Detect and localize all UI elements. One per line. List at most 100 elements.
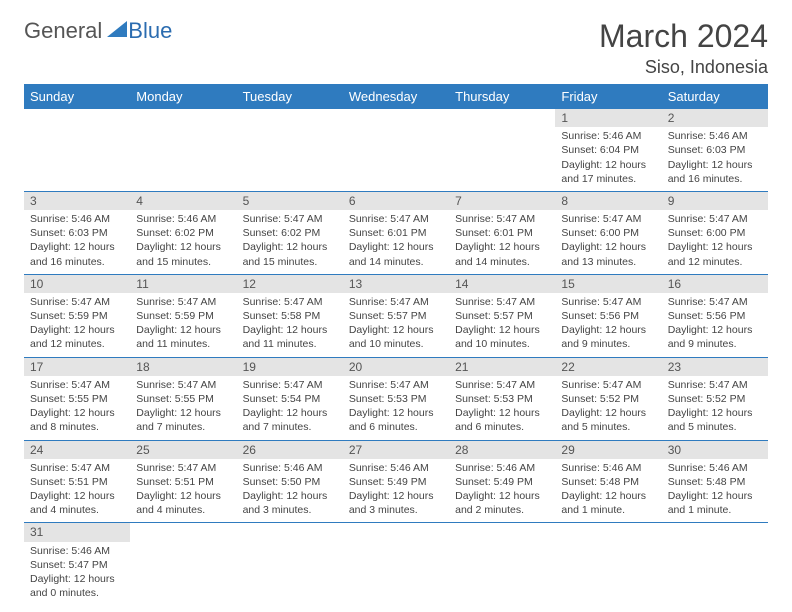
day-sunrise: Sunrise: 5:46 AM <box>136 212 230 226</box>
day-number: 6 <box>343 192 449 210</box>
day-sunrise: Sunrise: 5:46 AM <box>668 461 762 475</box>
day-daylight: Daylight: 12 hours and 13 minutes. <box>561 240 655 268</box>
weekday-header: Saturday <box>662 84 768 109</box>
day-daylight: Daylight: 12 hours and 0 minutes. <box>30 572 124 600</box>
calendar-day-empty <box>555 523 661 605</box>
day-sunrise: Sunrise: 5:47 AM <box>668 295 762 309</box>
day-sunset: Sunset: 6:01 PM <box>349 226 443 240</box>
day-number: 13 <box>343 275 449 293</box>
day-sunrise: Sunrise: 5:47 AM <box>136 461 230 475</box>
day-number: 11 <box>130 275 236 293</box>
day-sunset: Sunset: 6:00 PM <box>668 226 762 240</box>
calendar-day-empty <box>130 523 236 605</box>
day-sunset: Sunset: 5:59 PM <box>136 309 230 323</box>
calendar-day: 19Sunrise: 5:47 AMSunset: 5:54 PMDayligh… <box>237 357 343 440</box>
header: General Blue March 2024 Siso, Indonesia <box>24 18 768 78</box>
day-sunset: Sunset: 5:50 PM <box>243 475 337 489</box>
calendar-day: 4Sunrise: 5:46 AMSunset: 6:02 PMDaylight… <box>130 191 236 274</box>
brand-blue: Blue <box>128 18 172 44</box>
day-sunrise: Sunrise: 5:46 AM <box>668 129 762 143</box>
day-number: 15 <box>555 275 661 293</box>
day-daylight: Daylight: 12 hours and 11 minutes. <box>136 323 230 351</box>
calendar-day-empty <box>343 523 449 605</box>
calendar-day: 3Sunrise: 5:46 AMSunset: 6:03 PMDaylight… <box>24 191 130 274</box>
day-daylight: Daylight: 12 hours and 15 minutes. <box>243 240 337 268</box>
day-number: 12 <box>237 275 343 293</box>
calendar-day: 1Sunrise: 5:46 AMSunset: 6:04 PMDaylight… <box>555 109 661 191</box>
calendar-week: 17Sunrise: 5:47 AMSunset: 5:55 PMDayligh… <box>24 357 768 440</box>
day-daylight: Daylight: 12 hours and 16 minutes. <box>668 158 762 186</box>
day-sunset: Sunset: 5:47 PM <box>30 558 124 572</box>
day-daylight: Daylight: 12 hours and 10 minutes. <box>349 323 443 351</box>
calendar-day: 31Sunrise: 5:46 AMSunset: 5:47 PMDayligh… <box>24 523 130 605</box>
day-sunrise: Sunrise: 5:47 AM <box>30 461 124 475</box>
day-sunrise: Sunrise: 5:46 AM <box>561 461 655 475</box>
day-sunset: Sunset: 5:48 PM <box>668 475 762 489</box>
day-daylight: Daylight: 12 hours and 7 minutes. <box>243 406 337 434</box>
day-daylight: Daylight: 12 hours and 6 minutes. <box>455 406 549 434</box>
day-number: 29 <box>555 441 661 459</box>
day-sunrise: Sunrise: 5:47 AM <box>243 212 337 226</box>
day-sunset: Sunset: 6:02 PM <box>243 226 337 240</box>
calendar-day: 23Sunrise: 5:47 AMSunset: 5:52 PMDayligh… <box>662 357 768 440</box>
day-daylight: Daylight: 12 hours and 12 minutes. <box>30 323 124 351</box>
day-daylight: Daylight: 12 hours and 10 minutes. <box>455 323 549 351</box>
day-sunset: Sunset: 5:51 PM <box>30 475 124 489</box>
day-sunrise: Sunrise: 5:47 AM <box>455 295 549 309</box>
calendar-day: 20Sunrise: 5:47 AMSunset: 5:53 PMDayligh… <box>343 357 449 440</box>
day-sunrise: Sunrise: 5:47 AM <box>30 378 124 392</box>
day-sunrise: Sunrise: 5:46 AM <box>455 461 549 475</box>
day-daylight: Daylight: 12 hours and 6 minutes. <box>349 406 443 434</box>
day-number: 28 <box>449 441 555 459</box>
calendar-day: 9Sunrise: 5:47 AMSunset: 6:00 PMDaylight… <box>662 191 768 274</box>
location: Siso, Indonesia <box>599 57 768 78</box>
day-number: 8 <box>555 192 661 210</box>
calendar-day: 25Sunrise: 5:47 AMSunset: 5:51 PMDayligh… <box>130 440 236 523</box>
calendar-day: 10Sunrise: 5:47 AMSunset: 5:59 PMDayligh… <box>24 274 130 357</box>
title-block: March 2024 Siso, Indonesia <box>599 18 768 78</box>
day-number: 31 <box>24 523 130 541</box>
day-sunrise: Sunrise: 5:47 AM <box>136 295 230 309</box>
day-sunrise: Sunrise: 5:47 AM <box>243 378 337 392</box>
calendar-day: 16Sunrise: 5:47 AMSunset: 5:56 PMDayligh… <box>662 274 768 357</box>
calendar-day: 26Sunrise: 5:46 AMSunset: 5:50 PMDayligh… <box>237 440 343 523</box>
weekday-row: SundayMondayTuesdayWednesdayThursdayFrid… <box>24 84 768 109</box>
day-sunrise: Sunrise: 5:47 AM <box>243 295 337 309</box>
day-number: 22 <box>555 358 661 376</box>
day-sunset: Sunset: 5:59 PM <box>30 309 124 323</box>
calendar-head: SundayMondayTuesdayWednesdayThursdayFrid… <box>24 84 768 109</box>
day-daylight: Daylight: 12 hours and 1 minute. <box>561 489 655 517</box>
day-number: 24 <box>24 441 130 459</box>
calendar-week: 10Sunrise: 5:47 AMSunset: 5:59 PMDayligh… <box>24 274 768 357</box>
day-daylight: Daylight: 12 hours and 3 minutes. <box>349 489 443 517</box>
day-number: 16 <box>662 275 768 293</box>
day-number: 4 <box>130 192 236 210</box>
calendar-day-empty <box>130 109 236 191</box>
day-daylight: Daylight: 12 hours and 12 minutes. <box>668 240 762 268</box>
calendar-day-empty <box>24 109 130 191</box>
day-sunset: Sunset: 5:49 PM <box>349 475 443 489</box>
day-number: 27 <box>343 441 449 459</box>
day-number: 10 <box>24 275 130 293</box>
day-number: 23 <box>662 358 768 376</box>
day-number: 14 <box>449 275 555 293</box>
calendar-day: 5Sunrise: 5:47 AMSunset: 6:02 PMDaylight… <box>237 191 343 274</box>
calendar-day: 22Sunrise: 5:47 AMSunset: 5:52 PMDayligh… <box>555 357 661 440</box>
calendar-day: 14Sunrise: 5:47 AMSunset: 5:57 PMDayligh… <box>449 274 555 357</box>
brand-general: General <box>24 18 102 44</box>
day-sunset: Sunset: 6:02 PM <box>136 226 230 240</box>
day-sunset: Sunset: 5:57 PM <box>349 309 443 323</box>
day-sunset: Sunset: 5:54 PM <box>243 392 337 406</box>
day-sunset: Sunset: 5:53 PM <box>455 392 549 406</box>
day-daylight: Daylight: 12 hours and 11 minutes. <box>243 323 337 351</box>
calendar-day: 2Sunrise: 5:46 AMSunset: 6:03 PMDaylight… <box>662 109 768 191</box>
day-sunset: Sunset: 5:48 PM <box>561 475 655 489</box>
day-sunrise: Sunrise: 5:46 AM <box>349 461 443 475</box>
calendar-day-empty <box>449 109 555 191</box>
day-sunrise: Sunrise: 5:47 AM <box>668 378 762 392</box>
day-sunset: Sunset: 5:49 PM <box>455 475 549 489</box>
calendar-day: 11 Sunrise: 5:47 AMSunset: 5:59 PMDayligh… <box>130 274 236 357</box>
day-number: 7 <box>449 192 555 210</box>
calendar-day: 30Sunrise: 5:46 AMSunset: 5:48 PMDayligh… <box>662 440 768 523</box>
day-daylight: Daylight: 12 hours and 9 minutes. <box>561 323 655 351</box>
